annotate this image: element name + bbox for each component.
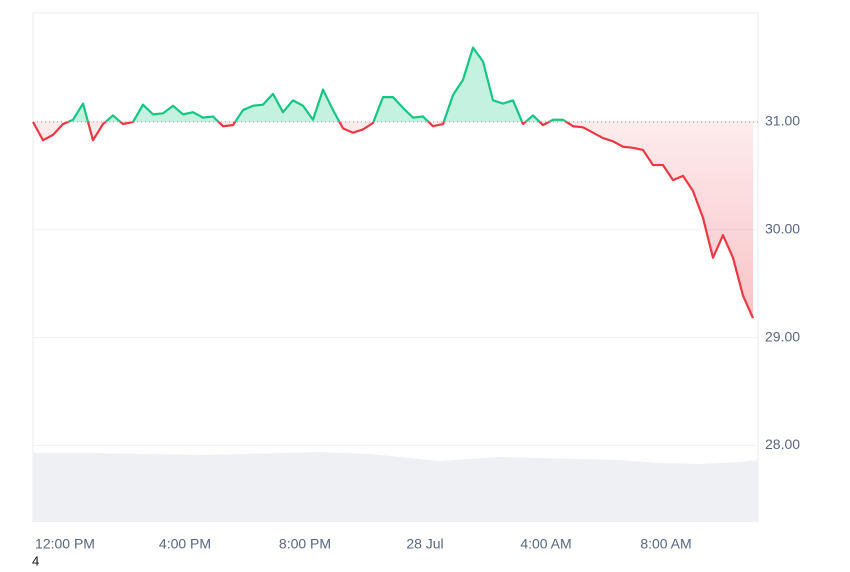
y-tick-label: 30.00: [765, 220, 800, 236]
footnote: 4: [32, 553, 39, 567]
area-up: [33, 47, 753, 122]
x-tick-label: 4:00 AM: [520, 536, 571, 552]
price-line-down: [32, 121, 755, 319]
y-tick-label: 28.00: [765, 436, 800, 452]
price-line-up: [32, 46, 569, 122]
y-tick-label: 29.00: [765, 328, 800, 344]
x-tick-label: 4:00 PM: [159, 536, 211, 552]
volume-band: [33, 452, 758, 522]
x-tick-label: 8:00 AM: [640, 536, 691, 552]
x-tick-label: 12:00 PM: [35, 536, 95, 552]
y-tick-label: 31.00: [765, 113, 800, 129]
area-down: [33, 121, 753, 319]
x-tick-label: 8:00 PM: [279, 536, 331, 552]
x-tick-label: 28 Jul: [406, 536, 443, 552]
